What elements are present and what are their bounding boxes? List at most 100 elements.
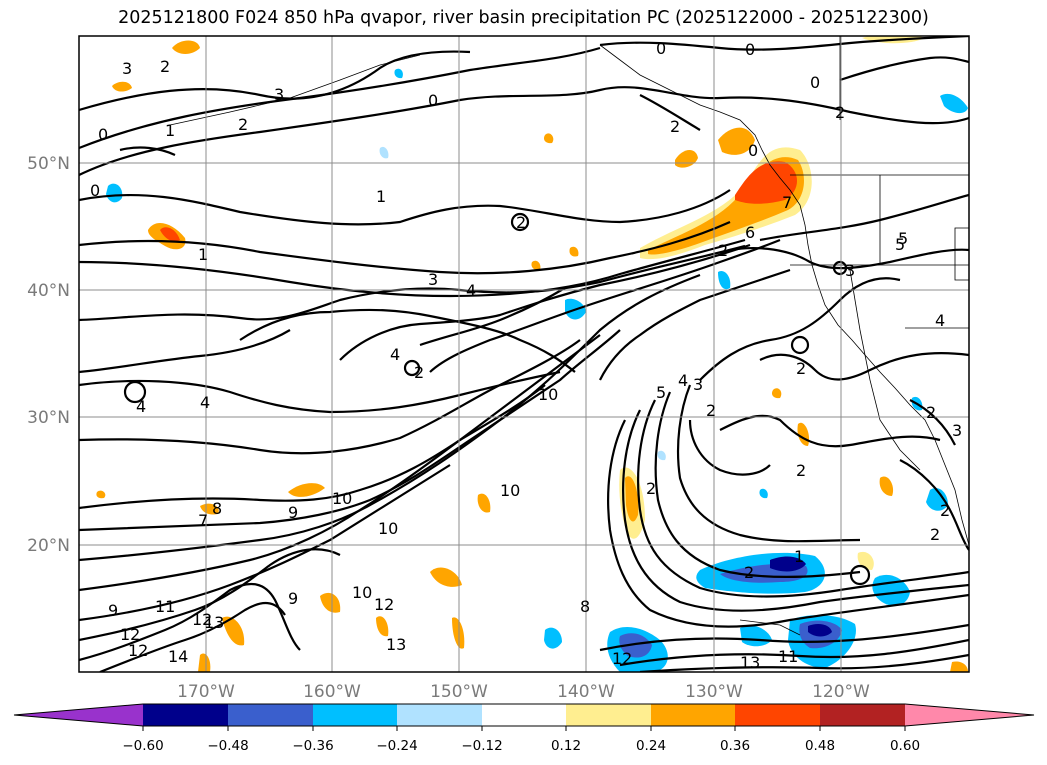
contour-label: 0	[98, 125, 108, 144]
colorbar-tick-label: 0.36	[720, 738, 750, 754]
contour-label: 3	[122, 59, 132, 78]
contour-label: 2	[670, 117, 680, 136]
contour-label: 13	[386, 635, 406, 654]
colorbar-tick-label: −0.36	[292, 738, 333, 754]
contour-label: 7	[198, 511, 208, 530]
colorbar-bin	[313, 704, 397, 726]
contour-label: 0	[90, 181, 100, 200]
contour-label: 2	[646, 479, 656, 498]
colorbar-bin	[566, 704, 651, 726]
map-title: 2025121800 F024 850 hPa qvapor, river ba…	[118, 8, 929, 28]
colorbar: −0.60 −0.48 −0.36 −0.24 −0.12 0.12 0.24 …	[13, 703, 1035, 754]
colorbar-tick-label: −0.12	[461, 738, 502, 754]
contour-label: 10	[352, 583, 372, 602]
contour-label: 2	[160, 57, 170, 76]
colorbar-bin	[482, 704, 566, 726]
colorbar-bin	[397, 704, 482, 726]
graticule	[79, 36, 969, 672]
contour-labels: 3 2 2 3 0 0 2 2 0 1 0 0 1 1 2 2 7 6 5 4 …	[90, 39, 962, 672]
contour-label: 12	[612, 649, 632, 668]
contour-label: 2	[718, 241, 728, 260]
contour-label: 9	[108, 601, 118, 620]
colorbar-bin	[651, 704, 735, 726]
colorbar-tick-label: −0.60	[122, 738, 163, 754]
contour-label: 12	[374, 595, 394, 614]
contour-label: 2	[706, 401, 716, 420]
contour-label: 3	[845, 261, 855, 280]
contour-label: 2	[516, 213, 526, 232]
contour-label: 12	[128, 641, 148, 660]
longitude-labels: 170°W 160°W 150°W 140°W 130°W 120°W	[177, 682, 870, 702]
contour-label: 10	[332, 489, 352, 508]
colorbar-tick-label: 0.12	[551, 738, 581, 754]
lat-label: 20°N	[27, 536, 70, 556]
colorbar-bin	[143, 704, 228, 726]
contour-label: 8	[212, 499, 222, 518]
colorbar-bin	[735, 704, 820, 726]
contour-label: 3	[952, 421, 962, 440]
lat-label: 40°N	[27, 281, 70, 301]
contour-label: 1	[198, 245, 208, 264]
contour-label: 11	[778, 647, 798, 666]
contour-label: 13	[740, 653, 760, 672]
contour-label: 5	[895, 235, 905, 254]
contour-label: 2	[414, 363, 424, 382]
coastlines-borders	[169, 36, 969, 636]
contour-label: 1	[794, 547, 804, 566]
contour-label: 4	[390, 345, 400, 364]
contour-label: 10	[538, 385, 558, 404]
contour-label: 9	[288, 589, 298, 608]
colorbar-tick-label: −0.48	[207, 738, 248, 754]
contour-label: 3	[274, 85, 284, 104]
contour-label: 10	[500, 481, 520, 500]
colorbar-over-arrow	[905, 704, 1034, 726]
colorbar-tick-label: 0.48	[805, 738, 835, 754]
contour-label: 2	[926, 403, 936, 422]
contour-label: 13	[204, 613, 224, 632]
contour-label: 8	[580, 597, 590, 616]
colorbar-tick-label: 0.60	[890, 738, 920, 754]
lon-label: 170°W	[177, 682, 235, 702]
lon-label: 160°W	[303, 682, 361, 702]
contour-label: 4	[136, 397, 146, 416]
contour-label: 0	[428, 91, 438, 110]
contour-label: 0	[748, 141, 758, 160]
contour-label: 3	[428, 270, 438, 289]
contour-label: 2	[744, 563, 754, 582]
contour-label: 2	[238, 115, 248, 134]
contour-label: 9	[288, 503, 298, 522]
latitude-labels: 50°N 40°N 30°N 20°N	[27, 154, 70, 556]
lon-label: 130°W	[685, 682, 743, 702]
colorbar-under-arrow	[14, 704, 143, 726]
contour-label: 2	[940, 501, 950, 520]
contour-label: 14	[168, 647, 188, 666]
contour-label: 0	[810, 73, 820, 92]
contour-label: 12	[192, 610, 212, 629]
map-frame	[78, 35, 970, 673]
lon-label: 140°W	[557, 682, 615, 702]
contour-label: 5	[898, 229, 908, 248]
contour-label: 4	[678, 371, 688, 390]
lon-label: 150°W	[430, 682, 488, 702]
contour-label: 1	[376, 187, 386, 206]
lat-label: 30°N	[27, 408, 70, 428]
lat-label: 50°N	[27, 154, 70, 174]
contour-label: 2	[796, 359, 806, 378]
contour-label: 3	[693, 375, 703, 394]
contour-label: 2	[930, 525, 940, 544]
contour-label: 11	[155, 597, 175, 616]
contour-label: 6	[745, 223, 755, 242]
contour-label: 10	[378, 519, 398, 538]
contour-label: 1	[165, 121, 175, 140]
contour-label: 0	[656, 39, 666, 58]
colorbar-tick-label: −0.24	[376, 738, 417, 754]
contour-label: 0	[745, 40, 755, 59]
contour-label: 7	[782, 193, 792, 212]
contour-label: 2	[835, 103, 845, 122]
contour-label: 4	[466, 281, 476, 300]
colorbar-bin	[228, 704, 313, 726]
contour-label: 4	[200, 393, 210, 412]
colorbar-tick-label: 0.24	[636, 738, 666, 754]
colorbar-bin	[820, 704, 905, 726]
